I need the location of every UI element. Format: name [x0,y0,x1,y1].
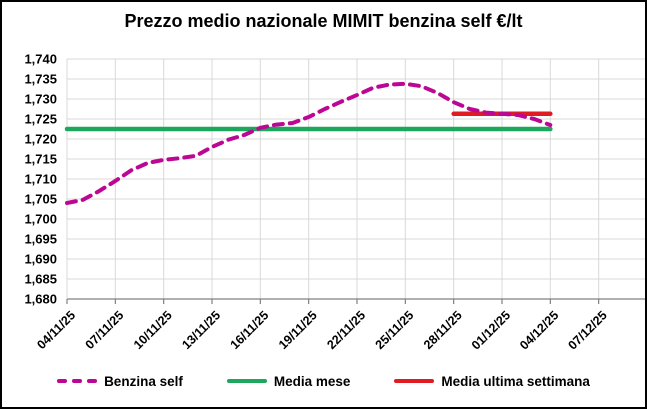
legend: Benzina self Media mese Media ultima set… [2,366,645,396]
y-axis-label: 1,680 [24,292,57,307]
x-axis-label: 04/12/25 [517,308,561,352]
dashed-line-icon [57,378,98,384]
x-axis-label: 01/12/25 [469,308,513,352]
y-axis-label: 1,710 [24,172,57,187]
legend-label-benzina-self: Benzina self [104,373,183,389]
dash-segment [72,378,83,384]
legend-item-media-mese: Media mese [226,373,351,389]
y-axis-label: 1,720 [24,132,57,147]
solid-line-icon [226,378,267,384]
x-axis-label: 04/11/25 [34,308,78,352]
x-axis-label: 07/12/25 [565,308,609,352]
x-axis-label: 16/11/25 [228,308,272,352]
y-axis-label: 1,730 [24,92,57,107]
benzina-self-line [65,81,553,205]
x-axis-label: 10/11/25 [131,308,175,352]
dash-segment [87,378,98,384]
x-axis-label: 28/11/25 [421,308,465,352]
legend-item-media-ultima-settimana: Media ultima settimana [394,374,590,389]
y-axis-label: 1,725 [24,112,57,127]
x-axis-label: 22/11/25 [324,308,368,352]
legend-item-benzina-self: Benzina self [57,374,183,389]
y-axis-label: 1,705 [24,192,57,207]
y-axis-label: 1,735 [24,72,57,87]
legend-label-media-ultima-settimana: Media ultima settimana [441,373,590,389]
x-axis-label: 25/11/25 [373,308,417,352]
y-axis-label: 1,695 [24,232,57,247]
y-axis-label: 1,700 [24,212,57,227]
plot-area: 1,740 1,735 1,730 1,725 1,720 1,715 1,710 1,705… [24,52,645,353]
x-axis-label: 07/11/25 [83,308,127,352]
y-axis-label: 1,715 [24,152,57,167]
y-axis-label: 1,740 [24,52,57,67]
legend-label-media-mese: Media mese [273,373,351,389]
x-axis-label: 13/11/25 [179,308,223,352]
y-axis-label: 1,685 [24,272,57,287]
y-axis-label: 1,690 [24,252,57,267]
x-axis-label: 19/11/25 [276,308,320,352]
dash-segment [57,378,68,384]
chart-title: Prezzo medio nazionale MIMIT benzina sel… [124,11,523,31]
solid-line-icon [394,378,435,384]
